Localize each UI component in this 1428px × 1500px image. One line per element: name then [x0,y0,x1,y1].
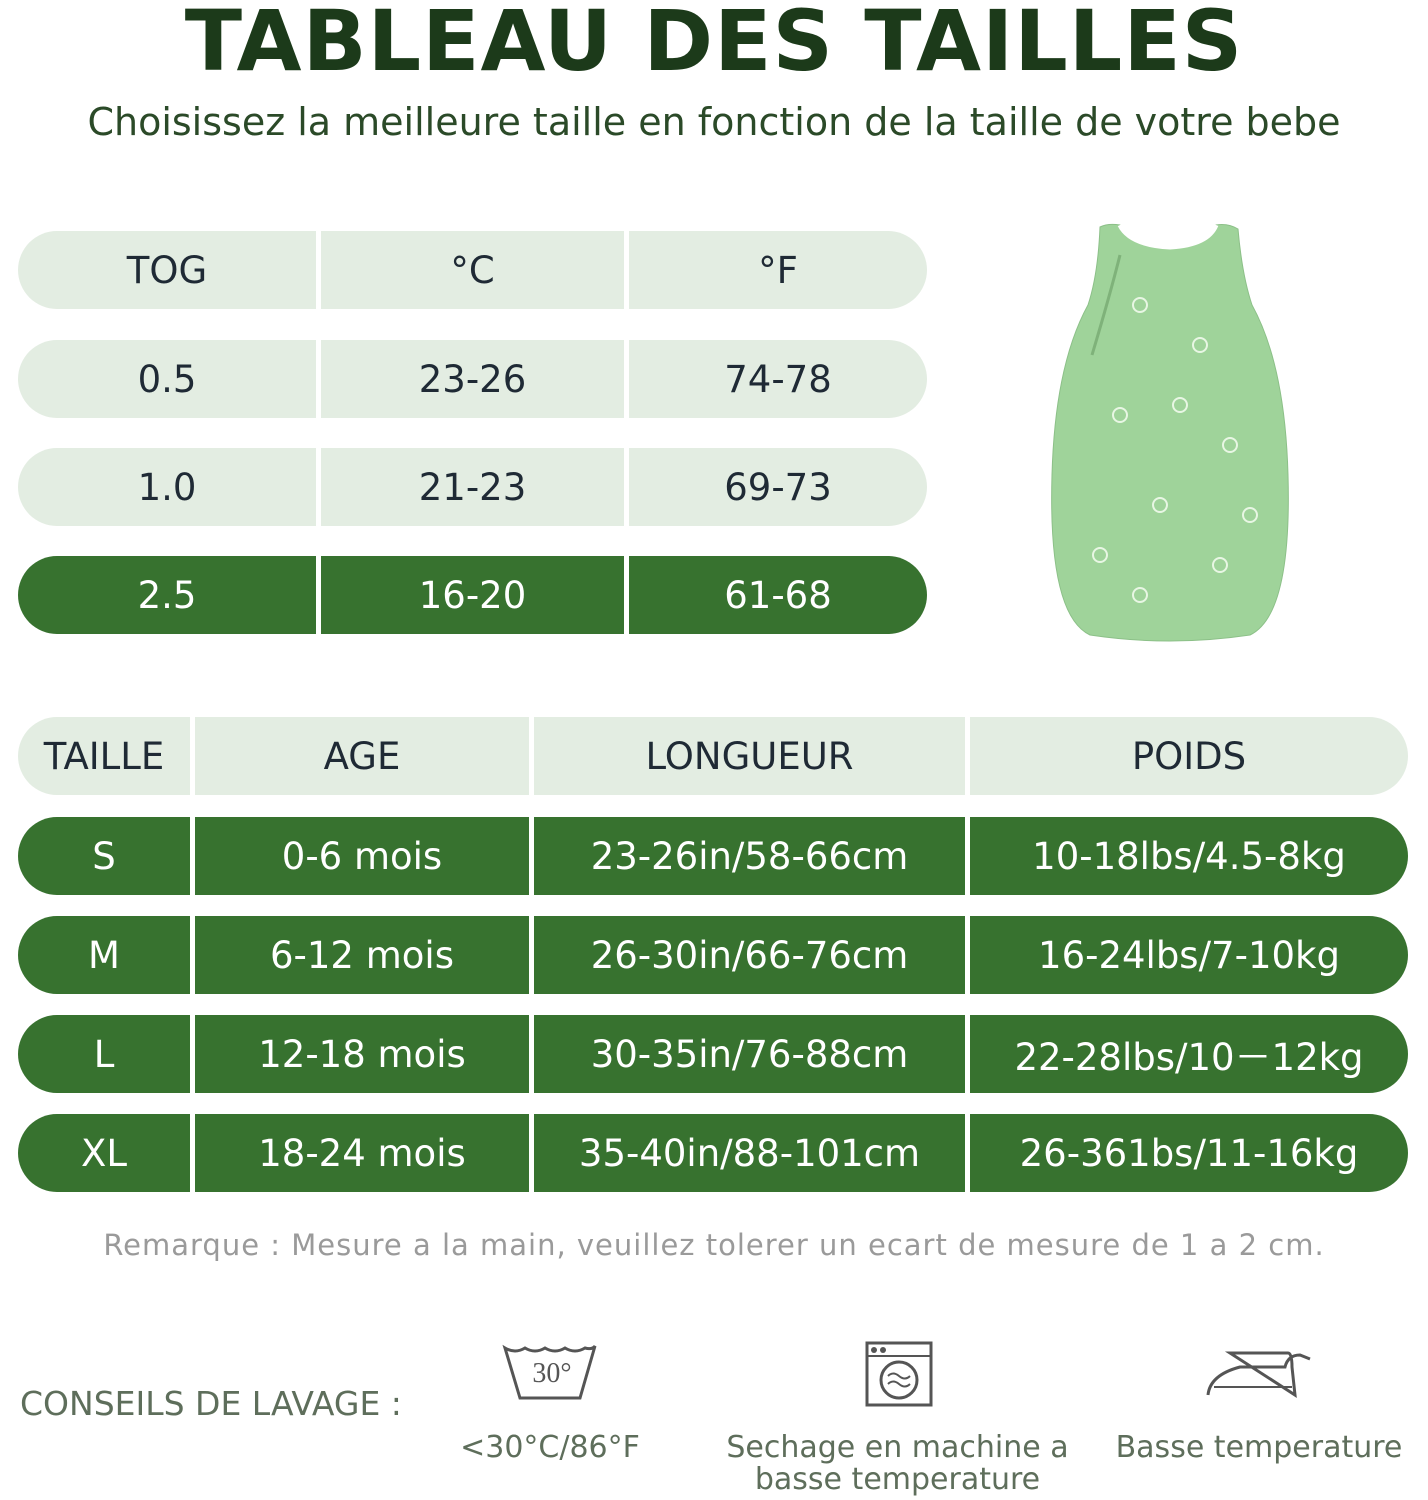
wash-text: <30°C/86°F [460,1430,640,1465]
table-header: TAILLE AGE LONGUEUR POIDS [18,717,1408,795]
wash-icon: 30° [502,1344,597,1400]
table-cell: 22-28lbs/10－12kg [970,1015,1408,1093]
table-cell: 18-24 mois [195,1114,529,1192]
table-cell: 23-26in/58-66cm [534,817,965,895]
table-cell: 23-26 [321,340,624,418]
table-cell: 26-361bs/11-16kg [970,1114,1408,1192]
washing-label: CONSEILS DE LAVAGE : [20,1384,402,1423]
table-cell: S [18,817,190,895]
dryer-icon [865,1341,933,1407]
header-cell: AGE [195,717,529,795]
table-cell: 0.5 [18,340,316,418]
table-cell: 10-18lbs/4.5-8kg [970,817,1408,895]
header-cell: TOG [18,231,316,309]
note: Remarque : Mesure a la main, veuillez to… [103,1228,1325,1262]
table-cell: 30-35in/76-88cm [534,1015,965,1093]
header-cell: °F [629,231,927,309]
table-row: 2.5 16-20 61-68 [18,556,927,634]
table-row: L 12-18 mois 30-35in/76-88cm 22-28lbs/10－12… [18,1015,1408,1093]
wash-temp: 30° [532,1358,571,1389]
dry-text: Sechage en machine a basse temperature [726,1430,1069,1497]
table-header: TOG °C °F [18,231,927,309]
table-cell: 2.5 [18,556,316,634]
sleep-sack-image [1051,223,1289,642]
table-cell: 12-18 mois [195,1015,529,1093]
table-cell: 16-24lbs/7-10kg [970,916,1408,994]
iron-text: Basse temperature [1115,1430,1403,1465]
table-cell: 35-40in/88-101cm [534,1114,965,1192]
table-row: 1.0 21-23 69-73 [18,448,927,526]
table-cell: 21-23 [321,448,624,526]
table-cell: M [18,916,190,994]
table-cell: 69-73 [629,448,927,526]
header-cell: POIDS [970,717,1408,795]
table-cell: 0-6 mois [195,817,529,895]
table-cell: 26-30in/66-76cm [534,916,965,994]
table-cell: 6-12 mois [195,916,529,994]
table-row: 0.5 23-26 74-78 [18,340,927,418]
header-cell: TAILLE [18,717,190,795]
title: TABLEAU DES TAILLES [184,0,1244,90]
table-row: M 6-12 mois 26-30in/66-76cm 16-24lbs/7-10kg [18,916,1408,994]
subtitle: Choisissez la meilleure taille en foncti… [87,100,1341,144]
header-cell: LONGUEUR [534,717,965,795]
iron-icon [1206,1351,1311,1398]
table-row: XL 18-24 mois 35-40in/88-101cm 26-361bs/11-… [18,1114,1408,1192]
table-cell: L [18,1015,190,1093]
table-cell: 61-68 [629,556,927,634]
header-cell: °C [321,231,624,309]
table-cell: 74-78 [629,340,927,418]
table-cell: 1.0 [18,448,316,526]
table-cell: 16-20 [321,556,624,634]
table-row: S 0-6 mois 23-26in/58-66cm 10-18lbs/4.5-8kg [18,817,1408,895]
table-cell: XL [18,1114,190,1192]
